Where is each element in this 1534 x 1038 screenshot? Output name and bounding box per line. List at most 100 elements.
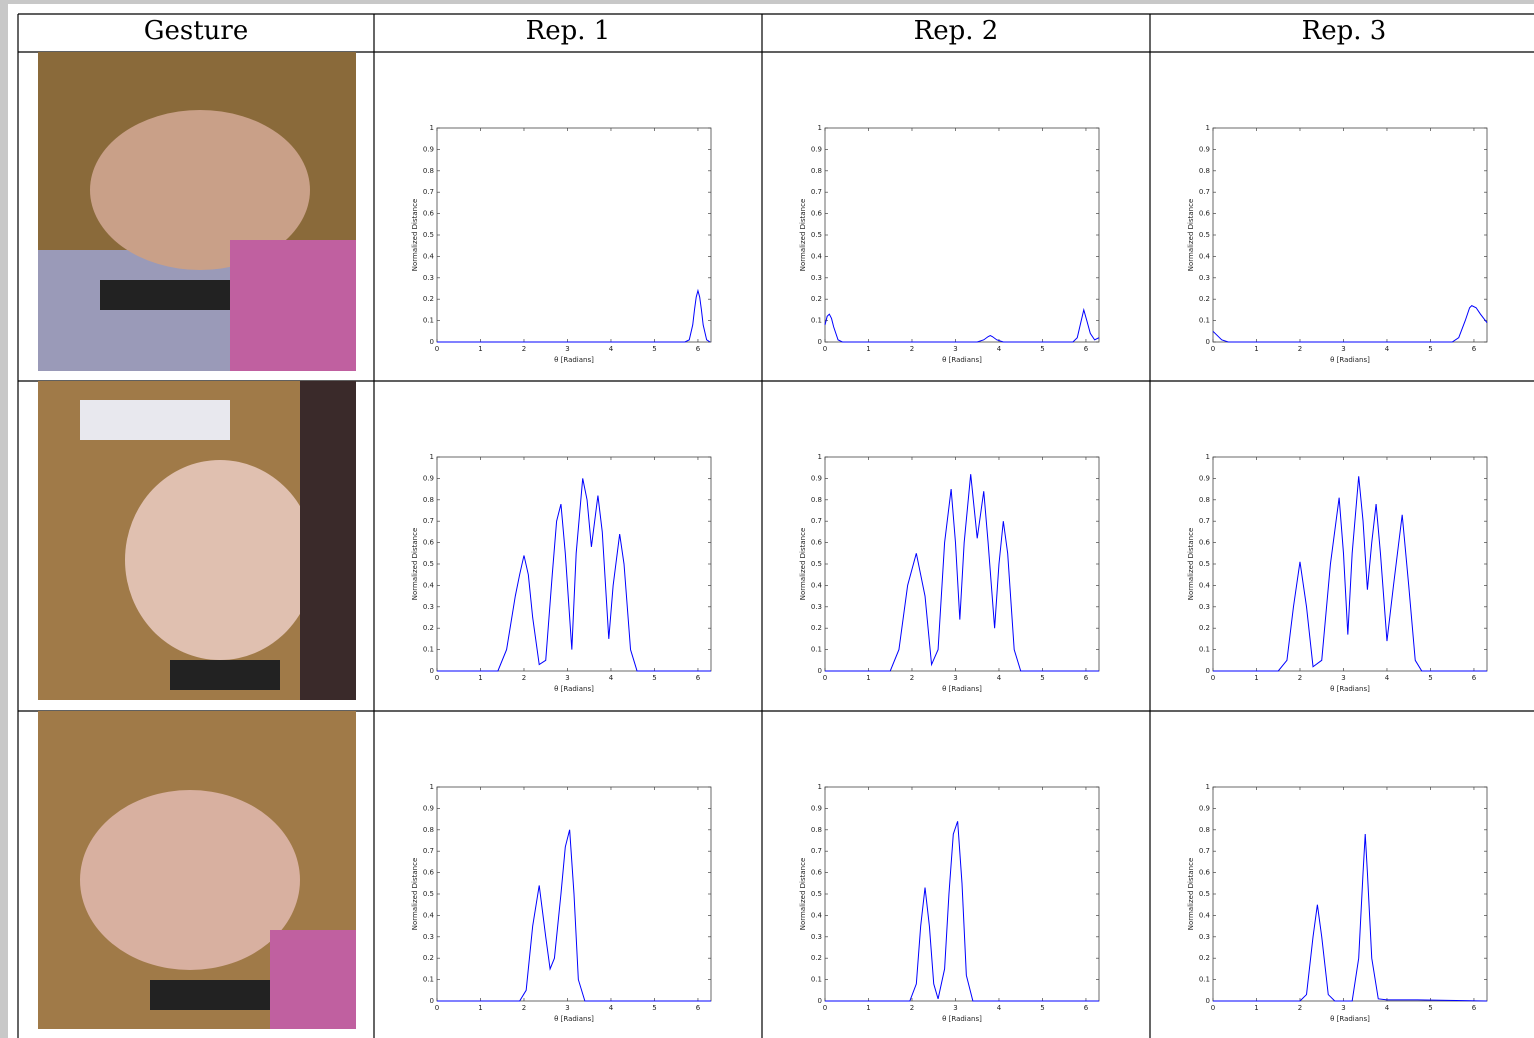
y-tick-label: 0	[1206, 997, 1210, 1005]
y-tick-label: 0.6	[811, 210, 823, 218]
y-tick-label: 0.5	[811, 890, 822, 898]
x-tick-label: 5	[1428, 674, 1432, 682]
y-axis-label: Normalized Distance	[799, 199, 807, 272]
x-tick-label: 1	[478, 345, 482, 353]
y-tick-label: 0	[1206, 667, 1210, 675]
plot-frame	[825, 457, 1099, 671]
y-tick-label: 0.7	[811, 517, 822, 525]
y-tick-label: 0.4	[811, 911, 823, 919]
x-tick-label: 1	[478, 1004, 482, 1012]
x-tick-label: 5	[1428, 1004, 1432, 1012]
y-tick-label: 0.7	[1199, 847, 1210, 855]
y-tick-label: 0.9	[1199, 804, 1210, 812]
y-tick-label: 0.1	[811, 317, 822, 325]
x-tick-label: 2	[910, 345, 914, 353]
x-axis-label: θ [Radians]	[554, 356, 594, 364]
y-tick-label: 1	[1206, 783, 1210, 791]
y-tick-label: 0.5	[1199, 560, 1210, 568]
x-tick-label: 4	[1385, 1004, 1390, 1012]
y-axis-label: Normalized Distance	[799, 858, 807, 931]
y-axis-label: Normalized Distance	[411, 858, 419, 931]
x-tick-label: 6	[1472, 345, 1477, 353]
y-tick-label: 1	[818, 453, 822, 461]
x-tick-label: 3	[1341, 674, 1345, 682]
plot-frame	[437, 128, 711, 342]
x-axis-label: θ [Radians]	[1330, 1015, 1370, 1023]
y-tick-label: 0.4	[811, 252, 823, 260]
gesture-photo	[38, 52, 356, 371]
y-axis-label: Normalized Distance	[411, 528, 419, 601]
y-tick-label: 0.9	[423, 145, 434, 153]
y-tick-label: 0.5	[1199, 890, 1210, 898]
x-tick-label: 4	[997, 345, 1002, 353]
x-tick-label: 0	[823, 1004, 827, 1012]
x-tick-label: 6	[696, 1004, 701, 1012]
y-tick-label: 0.1	[811, 646, 822, 654]
x-tick-label: 5	[652, 674, 656, 682]
x-axis-label: θ [Radians]	[942, 356, 982, 364]
y-axis-label: Normalized Distance	[1187, 199, 1195, 272]
x-tick-label: 6	[1472, 1004, 1477, 1012]
x-tick-label: 6	[1084, 674, 1089, 682]
y-tick-label: 0.4	[1199, 911, 1211, 919]
x-tick-label: 4	[609, 345, 614, 353]
y-tick-label: 0.4	[423, 252, 435, 260]
column-header: Gesture	[144, 16, 249, 46]
y-axis-label: Normalized Distance	[411, 199, 419, 272]
y-tick-label: 0	[430, 338, 434, 346]
y-tick-label: 0.5	[423, 890, 434, 898]
y-tick-label: 0.3	[811, 603, 822, 611]
y-tick-label: 0.5	[423, 231, 434, 239]
y-axis-label: Normalized Distance	[799, 528, 807, 601]
column-header: Rep. 3	[1302, 16, 1387, 46]
y-tick-label: 0.3	[811, 274, 822, 282]
y-tick-label: 0	[1206, 338, 1210, 346]
y-tick-label: 0.2	[1199, 295, 1210, 303]
y-tick-label: 0.1	[423, 976, 434, 984]
x-tick-label: 6	[696, 674, 701, 682]
y-tick-label: 0.1	[1199, 646, 1210, 654]
x-axis-label: θ [Radians]	[1330, 685, 1370, 693]
y-tick-label: 0.6	[1199, 869, 1211, 877]
y-tick-label: 0.7	[1199, 517, 1210, 525]
x-tick-label: 2	[522, 345, 526, 353]
x-tick-label: 6	[1084, 345, 1089, 353]
y-tick-label: 0.9	[811, 804, 822, 812]
x-tick-label: 2	[1298, 1004, 1302, 1012]
y-tick-label: 0.8	[1199, 826, 1210, 834]
y-axis-label: Normalized Distance	[1187, 528, 1195, 601]
x-tick-label: 1	[1254, 674, 1258, 682]
x-tick-label: 4	[997, 674, 1002, 682]
x-tick-label: 5	[652, 1004, 656, 1012]
y-tick-label: 0.5	[423, 560, 434, 568]
x-tick-label: 3	[565, 1004, 569, 1012]
y-tick-label: 0.2	[423, 954, 434, 962]
y-tick-label: 0.5	[811, 560, 822, 568]
x-tick-label: 4	[609, 674, 614, 682]
y-tick-label: 0.2	[423, 624, 434, 632]
x-tick-label: 3	[953, 1004, 957, 1012]
y-tick-label: 0.6	[811, 869, 823, 877]
x-tick-label: 2	[910, 1004, 914, 1012]
x-tick-label: 5	[1040, 1004, 1044, 1012]
x-tick-label: 1	[866, 674, 870, 682]
x-axis-label: θ [Radians]	[942, 1015, 982, 1023]
y-tick-label: 0.3	[423, 933, 434, 941]
x-tick-label: 0	[435, 345, 439, 353]
y-tick-label: 0.7	[423, 847, 434, 855]
figure: Gesture Rep. 1 Rep. 2 Rep. 3 012345600.1…	[0, 0, 1534, 1038]
y-tick-label: 0.1	[423, 317, 434, 325]
x-tick-label: 2	[522, 674, 526, 682]
x-tick-label: 2	[910, 674, 914, 682]
y-tick-label: 0.8	[423, 496, 434, 504]
y-tick-label: 0.8	[423, 167, 434, 175]
x-tick-label: 2	[1298, 674, 1302, 682]
x-tick-label: 0	[1211, 345, 1215, 353]
y-tick-label: 0.8	[1199, 167, 1210, 175]
y-tick-label: 0.9	[1199, 145, 1210, 153]
gesture-photo	[38, 381, 356, 700]
column-header: Rep. 2	[914, 16, 999, 46]
x-tick-label: 5	[652, 345, 656, 353]
y-tick-label: 0.7	[1199, 188, 1210, 196]
x-tick-label: 0	[435, 674, 439, 682]
